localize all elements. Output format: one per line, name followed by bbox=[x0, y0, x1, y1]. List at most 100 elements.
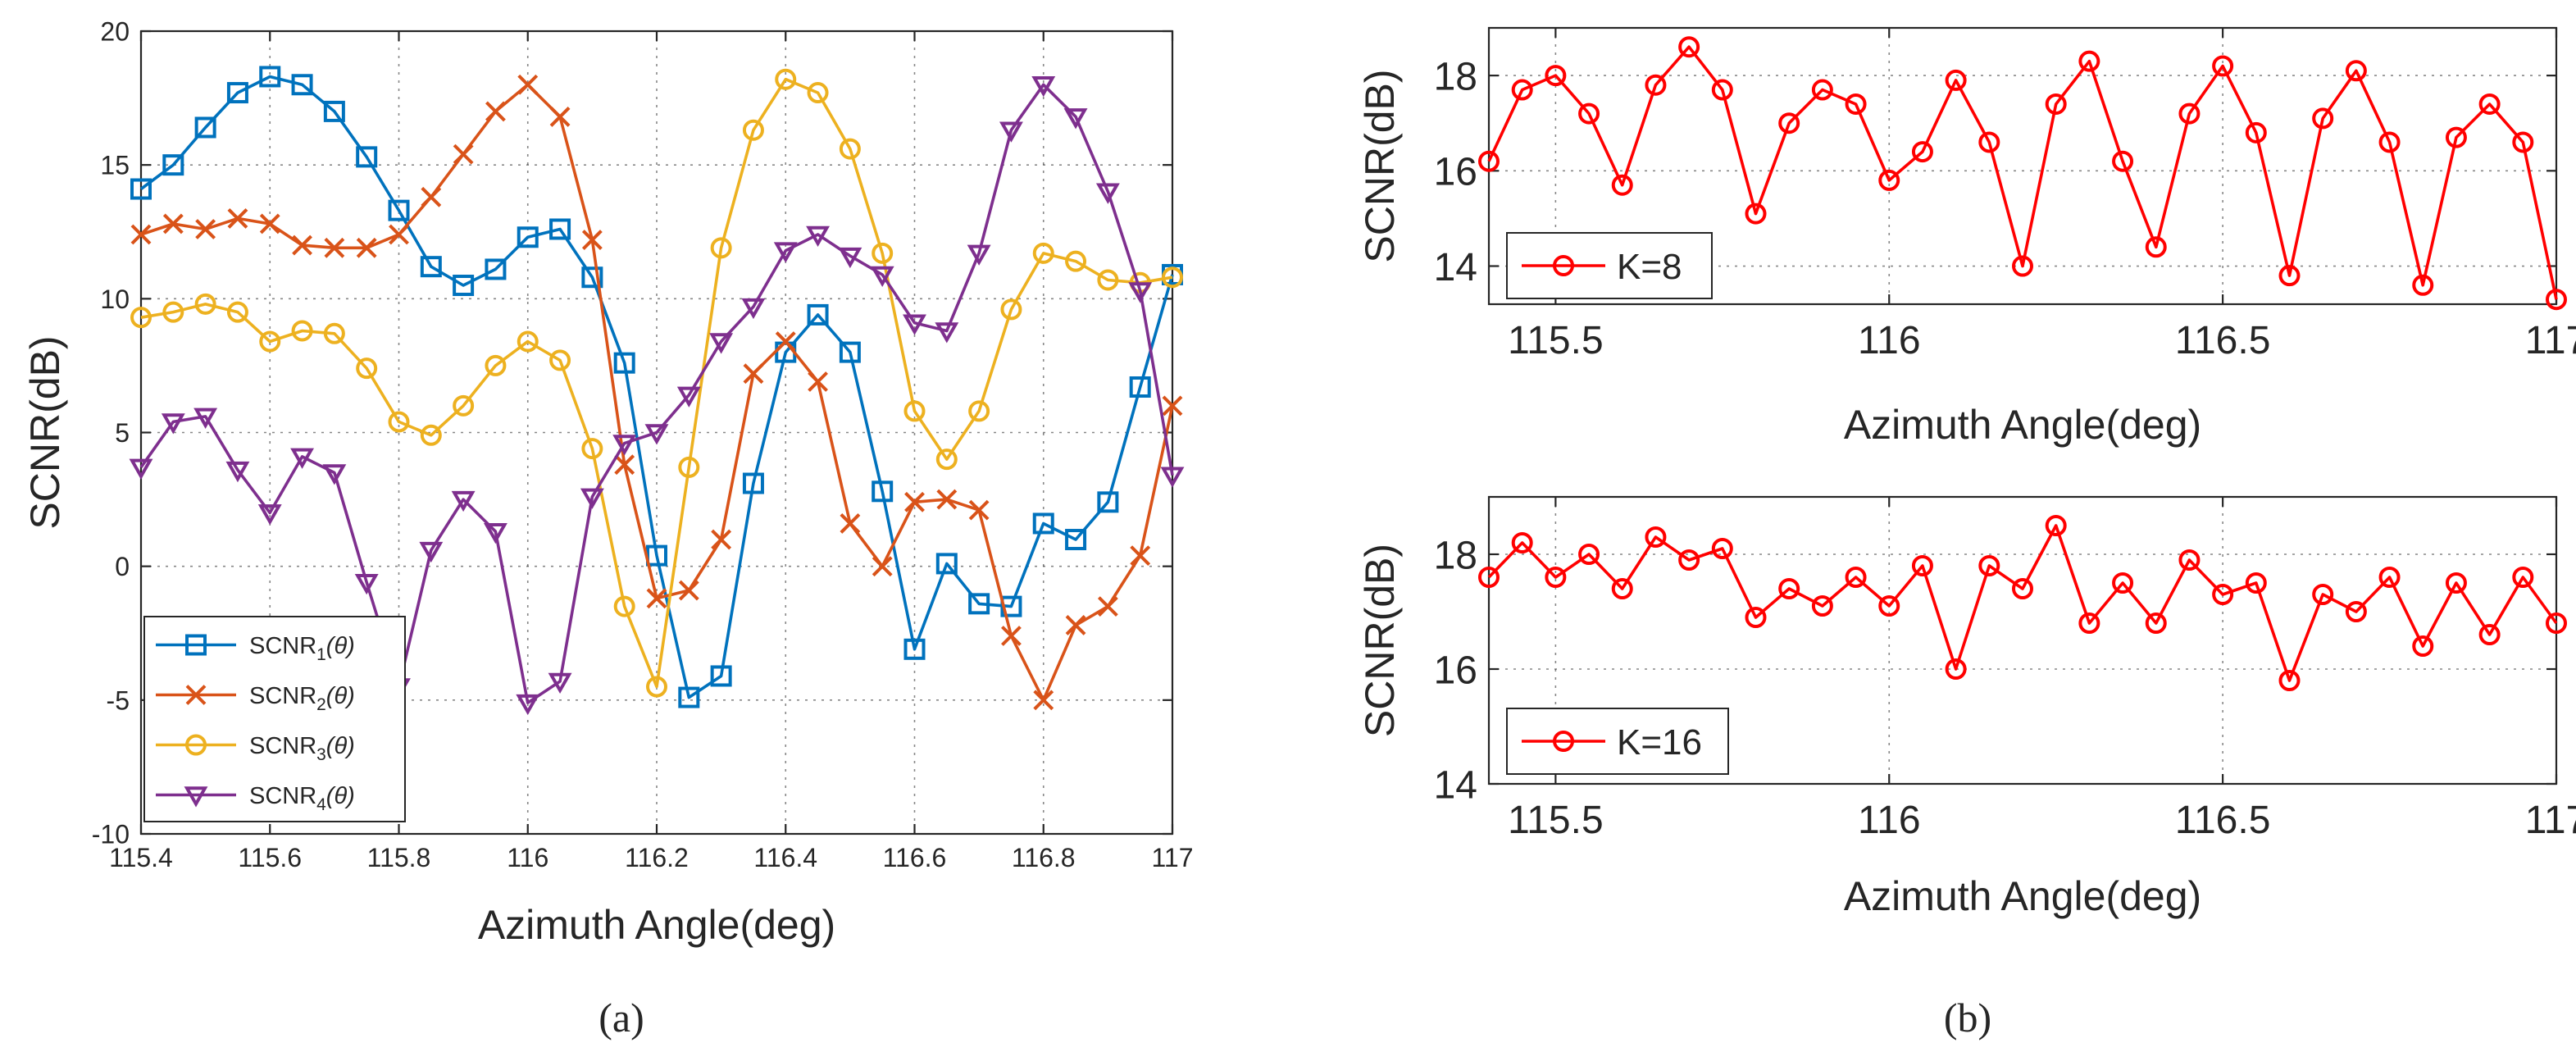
data-point bbox=[612, 435, 637, 456]
x-tick-label: 116 bbox=[1858, 319, 1921, 362]
data-point bbox=[291, 74, 313, 96]
data-point bbox=[453, 275, 475, 297]
data-point bbox=[2145, 612, 2167, 634]
data-point bbox=[549, 218, 571, 240]
legend-marker bbox=[1553, 731, 1574, 752]
chart-panel-b-k8: 115.5 116 116.5 117 14 16 18 Azimuth Angle(deg)… bbox=[1357, 26, 2576, 448]
legend-entry: SCNR4(θ) bbox=[156, 783, 355, 814]
data-point bbox=[839, 341, 861, 363]
series-1 bbox=[130, 66, 1183, 708]
legend-entry: SCNR2(θ) bbox=[156, 683, 355, 714]
data-point bbox=[259, 330, 281, 353]
data-point bbox=[226, 82, 248, 104]
legend-label: K=8 bbox=[1617, 247, 1682, 287]
data-point bbox=[549, 349, 571, 371]
data-point bbox=[613, 595, 635, 617]
legend: K=8 bbox=[1506, 232, 1713, 299]
data-point bbox=[742, 119, 764, 141]
data-point bbox=[2478, 624, 2501, 645]
data-point bbox=[226, 301, 248, 323]
data-point bbox=[291, 320, 313, 342]
data-point bbox=[483, 522, 507, 544]
data-point bbox=[1945, 69, 1967, 91]
x-tick-label: 115.5 bbox=[1508, 799, 1604, 842]
data-point bbox=[968, 400, 990, 422]
data-point bbox=[1778, 112, 1800, 134]
data-point bbox=[967, 244, 991, 266]
data-point bbox=[676, 386, 701, 408]
data-point bbox=[2445, 126, 2467, 148]
data-point bbox=[420, 256, 442, 278]
data-point bbox=[1095, 183, 1120, 204]
data-point bbox=[195, 219, 216, 239]
data-point bbox=[130, 224, 152, 245]
data-point bbox=[2345, 601, 2367, 622]
data-point bbox=[999, 121, 1023, 143]
data-point bbox=[161, 413, 185, 435]
data-point bbox=[775, 68, 797, 90]
data-point bbox=[2478, 93, 2501, 115]
x-tick-label: 115.6 bbox=[238, 843, 302, 872]
data-point bbox=[227, 208, 248, 229]
data-point bbox=[356, 237, 377, 258]
y-axis-label: SCNR(dB) bbox=[1357, 69, 1403, 262]
data-point bbox=[485, 101, 506, 122]
data-point bbox=[1162, 395, 1183, 417]
data-point bbox=[1711, 79, 1733, 101]
data-point bbox=[1478, 150, 1500, 172]
legend-marker bbox=[185, 634, 207, 656]
data-point bbox=[1545, 65, 1567, 87]
data-point bbox=[129, 458, 153, 480]
data-point bbox=[2278, 265, 2301, 287]
data-point bbox=[549, 107, 571, 127]
data-point bbox=[1745, 607, 1767, 628]
x-axis-label: Azimuth Angle(deg) bbox=[478, 902, 835, 948]
data-point bbox=[2445, 572, 2467, 594]
data-point bbox=[354, 573, 379, 595]
data-point bbox=[388, 199, 410, 221]
data-point bbox=[516, 694, 540, 716]
x-tick-label: 115.5 bbox=[1508, 319, 1604, 362]
data-point bbox=[548, 672, 572, 694]
data-point bbox=[2178, 102, 2201, 125]
data-point bbox=[453, 143, 474, 165]
data-point bbox=[581, 230, 603, 250]
data-point bbox=[1945, 658, 1967, 680]
data-point bbox=[1978, 555, 2000, 576]
data-point bbox=[935, 553, 958, 575]
data-point bbox=[485, 258, 507, 280]
data-point bbox=[968, 499, 990, 521]
data-point bbox=[1645, 74, 1667, 96]
x-axis-label: Azimuth Angle(deg) bbox=[1844, 402, 2201, 448]
data-point bbox=[1065, 529, 1087, 551]
data-point bbox=[162, 154, 184, 176]
series-line bbox=[140, 77, 1173, 689]
data-point bbox=[421, 186, 442, 207]
data-point bbox=[1160, 467, 1185, 488]
legend-entry: SCNR3(θ) bbox=[156, 733, 355, 764]
data-point bbox=[323, 322, 345, 344]
data-point bbox=[259, 213, 280, 235]
data-point bbox=[2312, 584, 2334, 605]
data-point bbox=[419, 541, 444, 563]
legend-marker bbox=[1553, 255, 1574, 276]
data-point bbox=[1911, 141, 1933, 163]
data-point bbox=[2378, 567, 2401, 588]
data-point bbox=[872, 242, 894, 264]
y-tick-label: -10 bbox=[92, 820, 130, 849]
data-point bbox=[872, 480, 894, 503]
data-point bbox=[420, 424, 442, 446]
caption-b: (b) bbox=[1944, 995, 1991, 1041]
data-point bbox=[935, 449, 958, 471]
legend-marker bbox=[185, 685, 207, 705]
y-tick-label: 14 bbox=[1434, 246, 1477, 289]
data-point bbox=[1031, 76, 1056, 98]
data-point bbox=[323, 100, 345, 122]
data-point bbox=[130, 307, 152, 329]
data-point bbox=[1611, 174, 1633, 196]
data-point bbox=[903, 638, 926, 660]
data-point bbox=[2012, 255, 2033, 277]
y-tick-label: 5 bbox=[115, 418, 130, 448]
data-point bbox=[2145, 236, 2167, 258]
data-point bbox=[775, 331, 796, 352]
